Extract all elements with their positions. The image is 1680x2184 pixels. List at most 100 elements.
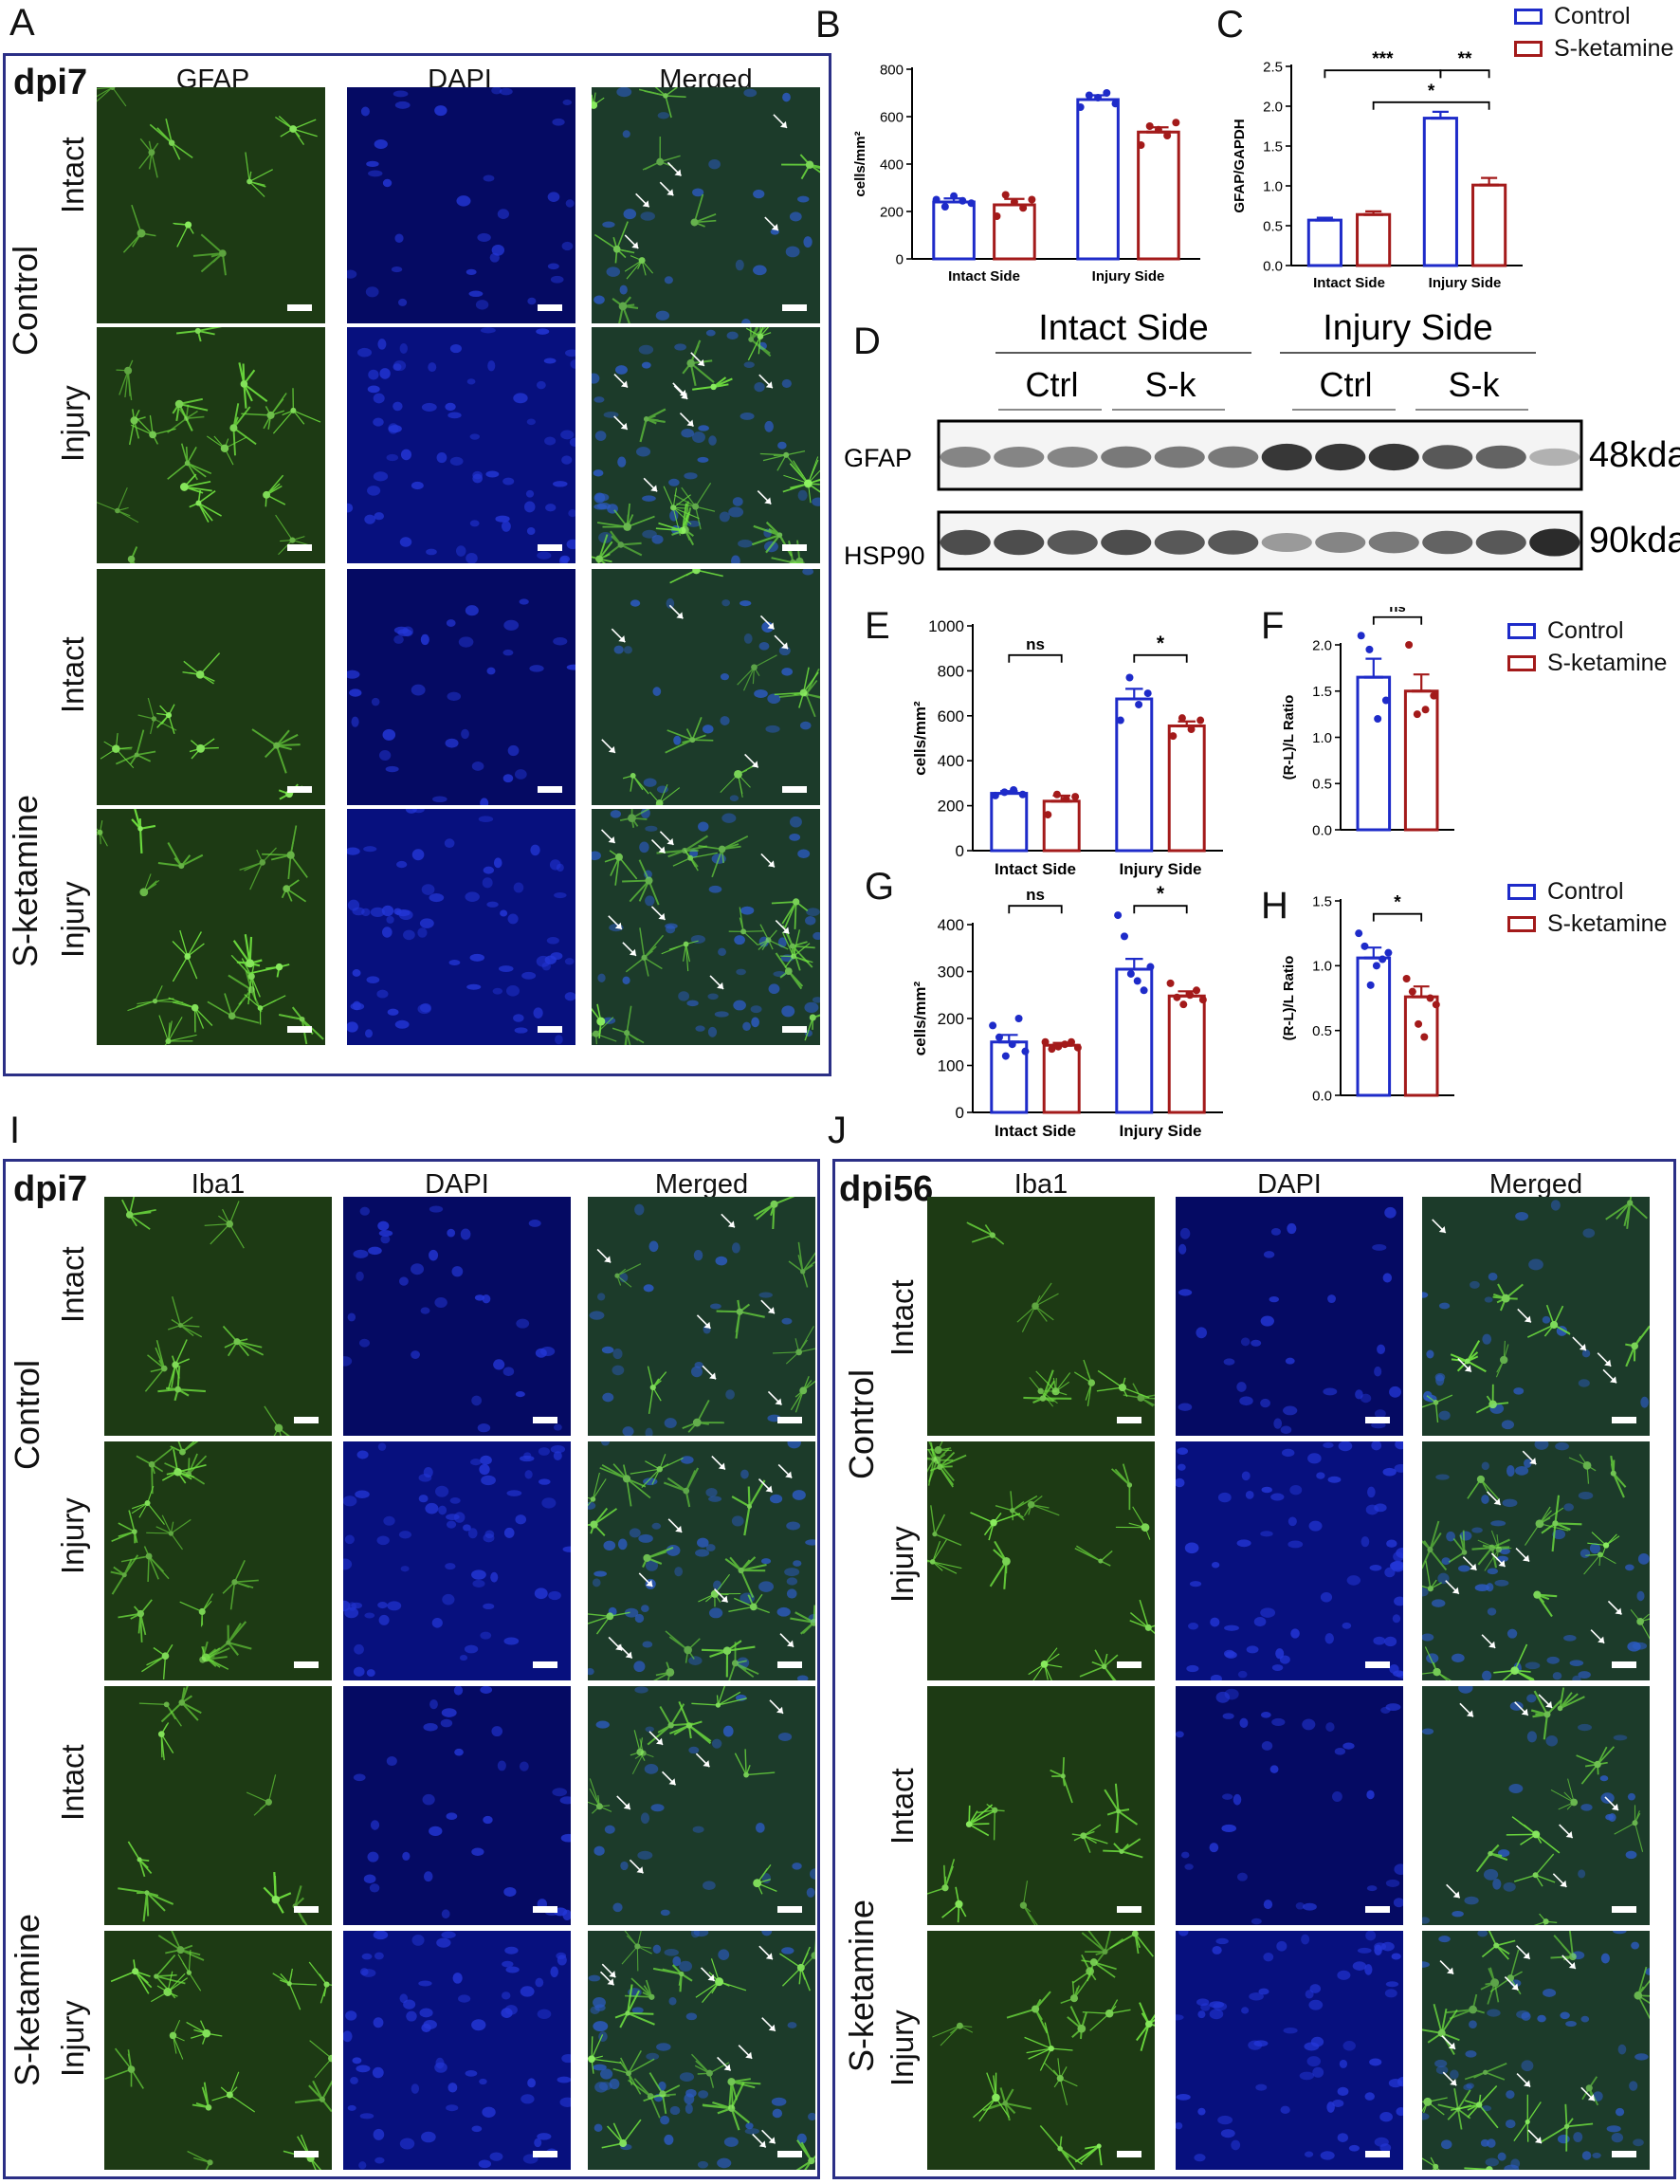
chart-h: 0.0 0.5 1.0 1.5 (R-L)/L Ratio * [1281, 893, 1454, 1104]
panel-j-image-r4-c1 [927, 1931, 1155, 2170]
blot-band [1154, 530, 1205, 555]
data-point [1052, 790, 1061, 798]
significance-label: *** [1372, 49, 1394, 69]
panel-label-d: D [853, 321, 881, 362]
y-tick-label: 0.0 [1312, 822, 1332, 838]
legend-label-sketamine: S-ketamine [1547, 649, 1668, 676]
scale-bar [538, 1026, 562, 1033]
panel-a-group-sketamine: S-ketamine [6, 794, 45, 967]
y-tick-label: 2.0 [1263, 99, 1283, 115]
panel-j-image-r4-c2 [1176, 1931, 1403, 2170]
blot-side-label: Intact Side [1038, 308, 1209, 348]
y-tick-label: 1.0 [1312, 959, 1332, 975]
panel-j-col-1: Iba1 [1013, 1169, 1068, 1200]
data-point [1379, 955, 1387, 964]
panel-i-group-sketamine: S-ketamine [8, 1913, 46, 2086]
data-point [1120, 932, 1128, 941]
blot-band [1475, 530, 1526, 555]
significance-bracket [1372, 615, 1423, 625]
data-point [1365, 645, 1374, 653]
panel-label-c: C [1216, 4, 1244, 46]
data-point [1076, 103, 1085, 111]
scale-bar [777, 2151, 802, 2157]
data-point [1360, 942, 1369, 950]
legend-swatch-sketamine [1507, 915, 1536, 932]
data-point [1094, 94, 1103, 101]
scale-bar [777, 1906, 802, 1913]
western-blot: Intact Side Injury Side Ctrl S-k Ctrl S-k GFAP… [844, 308, 1680, 571]
panel-j-col-2: DAPI [1257, 1169, 1322, 1200]
panel-a-image-r3-c3 [592, 569, 820, 805]
bar-s-ketamine-0 [1403, 995, 1439, 1097]
bar-control-0 [932, 200, 976, 261]
data-point [1135, 700, 1143, 708]
data-point [1133, 977, 1141, 985]
bar-control-0 [1356, 675, 1392, 832]
y-tick-label: 1.5 [1312, 684, 1332, 700]
data-point [1116, 716, 1124, 725]
data-point [1145, 122, 1154, 130]
legend-swatch-control [1507, 883, 1536, 900]
scale-bar [287, 1026, 312, 1033]
panel-j-timepoint: dpi56 [839, 1169, 934, 1209]
y-tick-label: 2.0 [1312, 637, 1332, 653]
scale-bar [1612, 1661, 1636, 1668]
significance-bracket [1439, 69, 1490, 79]
scale-bar [533, 2151, 557, 2157]
panel-j-image-r2-c1 [927, 1441, 1155, 1680]
blot-group-label: Ctrl [1320, 365, 1373, 404]
panel-j-group-sketamine: S-ketamine [842, 1899, 881, 2072]
scale-bar [287, 786, 312, 793]
panel-i-image-r1-c3 [588, 1197, 815, 1436]
chart-f: 0.0 0.5 1.0 1.5 2.0 (R-L)/L Ratio ns [1281, 607, 1454, 838]
panel-j-image-r1-c1 [927, 1197, 1155, 1436]
blot-band [940, 529, 991, 556]
bar-control-0 [990, 1040, 1029, 1114]
bar-s-ketamine-0 [993, 203, 1036, 261]
y-tick-label: 400 [880, 156, 904, 173]
x-tick-label: Intact Side [1313, 275, 1385, 291]
y-tick-label: 600 [880, 109, 904, 125]
panel-a-image-r1-c3 [592, 87, 820, 323]
significance-label: * [1157, 883, 1165, 905]
y-tick-label: 600 [938, 707, 964, 725]
panel-a-image-r2-c3 [592, 327, 820, 563]
data-point [1405, 641, 1414, 649]
blot-band [1261, 532, 1312, 553]
data-point [1426, 994, 1434, 1002]
data-point [1014, 1015, 1023, 1022]
panel-j-image-r4-c3 [1422, 1931, 1650, 2170]
data-point [1186, 991, 1195, 1000]
data-point [1126, 969, 1135, 978]
panel-j-col-3: Merged [1488, 1169, 1583, 1200]
x-tick-label: Intact Side [995, 1122, 1076, 1140]
significance-bracket [1008, 905, 1063, 914]
scale-bar [1117, 1906, 1141, 1913]
data-point [1114, 911, 1123, 920]
panel-label-i: I [9, 1110, 21, 1151]
y-axis-label: cells/mm² [911, 701, 929, 776]
significance-label: ** [1458, 49, 1472, 69]
legend-top: Control S-ketamine [1514, 0, 1673, 64]
data-point [1355, 929, 1363, 938]
legend-label-sketamine: S-ketamine [1547, 909, 1668, 937]
blot-band [994, 447, 1045, 468]
blot-band [1315, 443, 1366, 471]
data-point [1044, 811, 1052, 819]
panel-i-image-r2-c1 [104, 1441, 332, 1680]
significance-bracket [1324, 69, 1442, 79]
data-point [1173, 993, 1181, 1001]
scale-bar [777, 1417, 802, 1423]
panel-j-image-r1-c2 [1176, 1197, 1403, 1436]
x-tick-label: Intact Side [995, 860, 1076, 878]
y-tick-label: 1.5 [1312, 893, 1332, 909]
data-point [1073, 1043, 1082, 1052]
blot-band [1315, 532, 1366, 553]
panel-i-row-1: Intact [55, 1246, 90, 1323]
scale-bar [287, 304, 312, 311]
significance-label: * [1394, 893, 1401, 913]
panel-i-image-r3-c2 [343, 1686, 571, 1925]
blot-band [1368, 443, 1419, 471]
scale-bar [1612, 1417, 1636, 1423]
panel-a-image-r4-c1 [97, 809, 325, 1045]
